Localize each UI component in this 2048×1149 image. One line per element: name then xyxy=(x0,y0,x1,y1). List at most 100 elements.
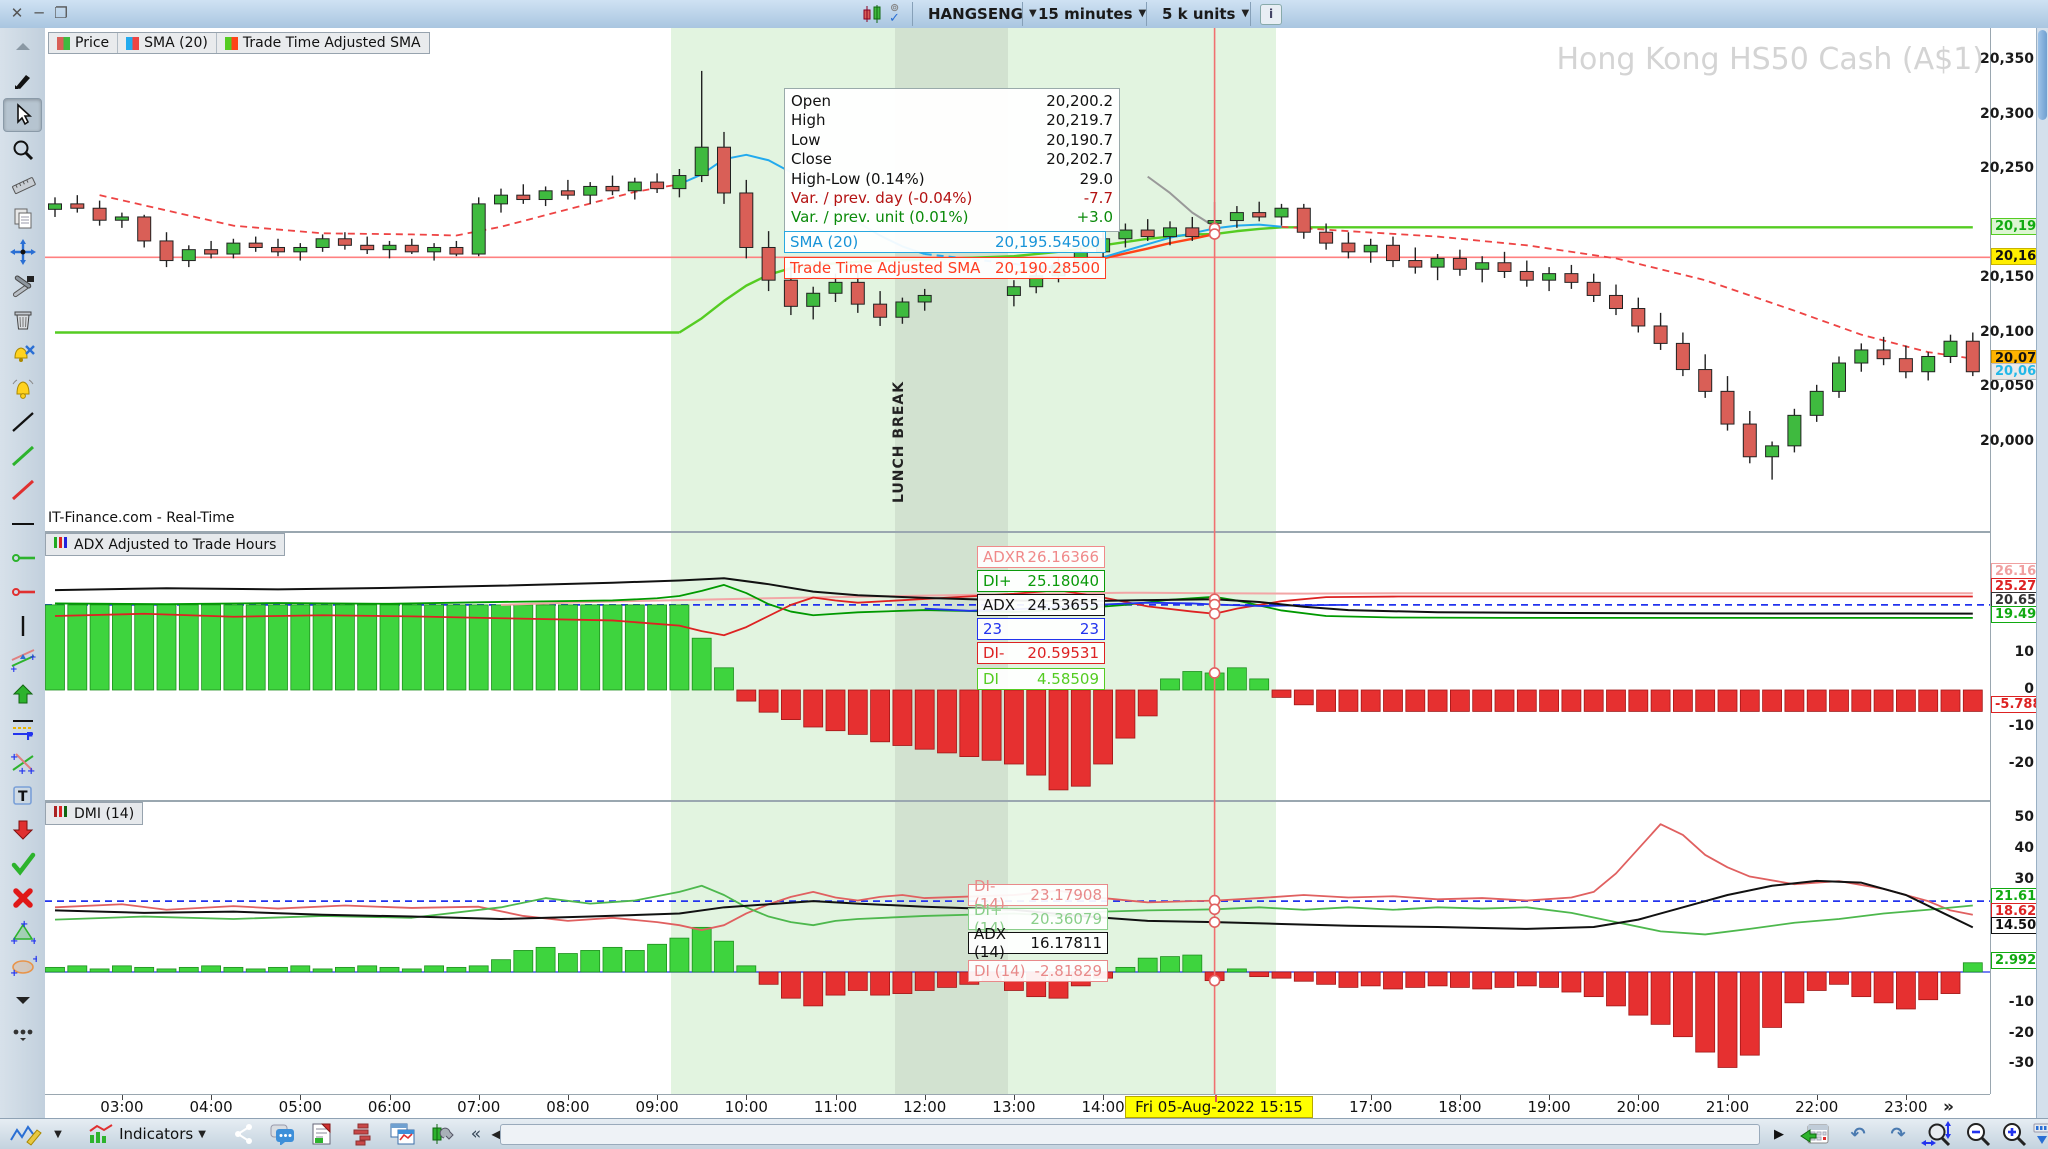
dmi-legend-label: DMI (14) xyxy=(74,805,135,822)
pitchfork-icon[interactable]: + + + xyxy=(4,746,41,778)
chevron-down-icon: ▼ xyxy=(1138,8,1147,19)
vertical-line-icon[interactable] xyxy=(4,610,41,642)
alert-icon[interactable] xyxy=(4,372,41,404)
move-icon[interactable] xyxy=(4,236,41,268)
time-tick-label: 13:00 xyxy=(992,1098,1036,1116)
arrow-down-red-icon[interactable] xyxy=(4,814,41,846)
panel-separator[interactable] xyxy=(45,531,1990,533)
candle xyxy=(1408,260,1423,268)
window-restore-button[interactable]: ❐ xyxy=(54,4,68,22)
vertical-scrollbar-thumb[interactable] xyxy=(2038,30,2047,120)
arrow-up-green-icon[interactable] xyxy=(4,678,41,710)
cursor-icon[interactable] xyxy=(3,98,42,132)
di-value-box: DI 4.58509 xyxy=(977,668,1105,690)
candle xyxy=(404,244,419,253)
panel-options-button[interactable] xyxy=(2028,1121,2048,1147)
legend-price-label: Price xyxy=(75,35,110,51)
fibonacci-icon[interactable]: F xyxy=(4,712,41,744)
chart-horizontal-scrollbar[interactable] xyxy=(500,1124,1760,1145)
time-tick xyxy=(1549,1095,1551,1100)
ruler-icon[interactable] xyxy=(4,168,41,200)
horizontal-ray-green-icon[interactable] xyxy=(4,542,41,574)
triangle-tool-icon[interactable]: + + + xyxy=(4,916,41,948)
trendline-icon[interactable] xyxy=(4,406,41,438)
chat-button[interactable] xyxy=(262,1121,302,1147)
units-dropdown[interactable]: 5 k units ▼ xyxy=(1152,0,1259,27)
legend-item-sma[interactable]: SMA (20) xyxy=(118,33,217,53)
scroll-down-icon[interactable] xyxy=(4,984,41,1016)
check-icon[interactable] xyxy=(4,848,41,880)
validate-icon[interactable]: ✓ xyxy=(889,11,900,26)
collapse-toolbar-button[interactable]: « xyxy=(470,1124,482,1144)
time-tick xyxy=(1103,1095,1105,1100)
candle xyxy=(271,246,285,253)
price-legend[interactable]: Price SMA (20) Trade Time Adjusted SMA xyxy=(48,32,430,54)
alert-remove-icon[interactable] xyxy=(4,338,41,370)
dmi-indicator-legend[interactable]: DMI (14) xyxy=(45,802,144,825)
copy-icon[interactable] xyxy=(4,202,41,234)
vertical-scrollbar[interactable] xyxy=(2036,28,2048,1118)
legend-item-tta-sma[interactable]: Trade Time Adjusted SMA xyxy=(217,33,429,53)
tta-sma-series-icon xyxy=(224,36,238,50)
symbol-dropdown[interactable]: HANGSENG ▼ xyxy=(918,0,1047,27)
axis-tick-label: 20,350 xyxy=(1979,51,2034,67)
redo-button[interactable]: ↷ xyxy=(1890,1123,1906,1145)
horizontal-line-icon[interactable] xyxy=(4,508,41,540)
axis-tick-label: 50 xyxy=(2014,809,2034,825)
go-to-date-button[interactable] xyxy=(1792,1121,1838,1147)
market-depth-button[interactable] xyxy=(342,1121,382,1147)
news-button[interactable] xyxy=(302,1121,342,1147)
cross-icon[interactable] xyxy=(4,882,41,914)
gray-ma-line xyxy=(1147,175,1216,228)
candlestick-series xyxy=(48,70,1980,480)
time-axis-more-button[interactable]: » xyxy=(1943,1097,1954,1117)
undo-button[interactable]: ↶ xyxy=(1850,1123,1866,1145)
zoom-icon[interactable] xyxy=(4,134,41,166)
crosshair-point xyxy=(1208,607,1221,620)
indicators-button[interactable]: Indicators ▼ xyxy=(68,1121,226,1147)
legend-item-price[interactable]: Price xyxy=(49,33,119,53)
price-axis[interactable]: 20,350 20,300 20,250 20,150 20,100 20,050 20,0… xyxy=(1980,28,2048,1094)
candle xyxy=(1876,349,1891,360)
chart-draw-dropdown[interactable]: ▼ xyxy=(54,1128,62,1140)
adx-indicator-icon xyxy=(54,536,68,553)
workspaces-button[interactable] xyxy=(382,1121,422,1147)
trendline-green-icon[interactable] xyxy=(4,440,41,472)
window-minimize-button[interactable]: ─ xyxy=(34,4,44,22)
chevron-down-icon: ▼ xyxy=(1241,8,1250,19)
scroll-up-icon[interactable] xyxy=(4,30,41,62)
candle-style-icon[interactable] xyxy=(862,4,884,28)
timeframe-dropdown[interactable]: 15 minutes ▼ xyxy=(1028,0,1156,27)
zoom-fit-button[interactable] xyxy=(1914,1121,1962,1147)
crosshair-point xyxy=(1208,667,1221,679)
info-button[interactable]: i xyxy=(1260,4,1282,25)
chart-area[interactable]: Hong Kong HS50 Cash (A$1) Price SMA (20)… xyxy=(45,28,1990,1094)
trendline-red-icon[interactable] xyxy=(4,474,41,506)
channel-icon[interactable]: + + xyxy=(4,644,41,676)
axis-value-box: 26.160 xyxy=(1991,563,2048,580)
chart-draw-button[interactable] xyxy=(2,1121,50,1147)
backtest-button[interactable] xyxy=(422,1121,462,1147)
panel-separator[interactable] xyxy=(45,800,1990,802)
zoom-in-button[interactable] xyxy=(1994,1121,2034,1147)
scroll-right-button[interactable]: ▶ xyxy=(1774,1126,1784,1142)
candle xyxy=(1564,273,1579,283)
text-tool-icon[interactable]: T xyxy=(4,780,41,812)
window-close-button[interactable]: ✕ xyxy=(10,4,24,22)
zoom-out-button[interactable] xyxy=(1958,1121,1998,1147)
candle xyxy=(560,190,575,196)
magnet-icon[interactable]: ⊚ xyxy=(890,1,900,14)
ellipse-tool-icon[interactable]: + + xyxy=(4,950,41,982)
23-value-box: 23 23 xyxy=(977,618,1105,640)
trash-icon[interactable] xyxy=(4,304,41,336)
draw-pencil-icon[interactable] xyxy=(4,64,41,96)
share-button[interactable] xyxy=(224,1121,264,1147)
more-tools-icon[interactable] xyxy=(4,1018,41,1050)
adx-indicator-legend[interactable]: ADX Adjusted to Trade Hours xyxy=(45,533,286,556)
symbol-label: HANGSENG xyxy=(928,4,1023,23)
candle xyxy=(538,190,553,201)
scroll-left-button[interactable]: ◀ xyxy=(491,1127,501,1141)
tools-icon[interactable] xyxy=(4,270,41,302)
horizontal-ray-red-icon[interactable] xyxy=(4,576,41,608)
time-axis[interactable]: Fri 05-Aug-2022 15:15 » 03:00 04:00 05:00 0… xyxy=(45,1094,1990,1119)
